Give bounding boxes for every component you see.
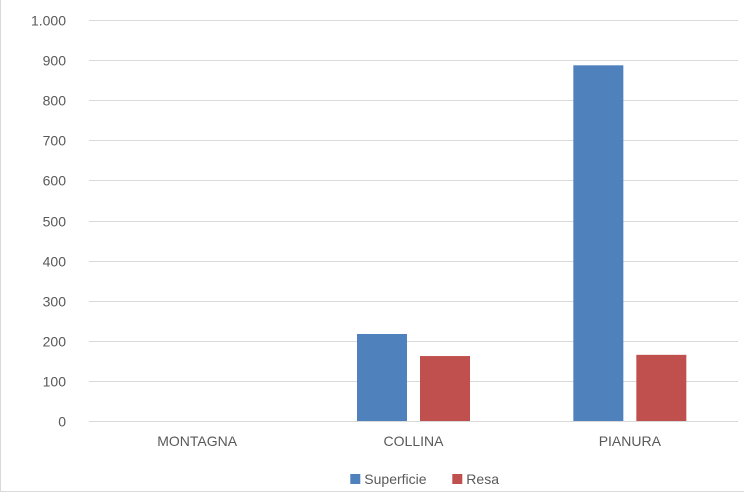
y-tick-label: 100 [43, 374, 67, 390]
y-tick-label: 200 [43, 334, 67, 350]
x-tick-label: MONTAGNA [157, 433, 238, 449]
y-tick-label: 300 [43, 294, 67, 310]
bar-resa-pianura [636, 354, 687, 421]
y-tick-label: 500 [43, 214, 67, 230]
bar-superficie-pianura [573, 65, 624, 422]
y-tick-label: 700 [43, 133, 67, 149]
x-tick-label: COLLINA [384, 433, 445, 449]
gridlines [89, 20, 738, 422]
x-tick-label: PIANURA [599, 433, 662, 449]
bar-superficie-collina [357, 333, 407, 421]
bar-resa-collina [420, 356, 470, 421]
bars [357, 65, 687, 422]
legend-swatch-superficie [350, 474, 361, 484]
y-tick-label: 0 [58, 414, 66, 430]
y-tick-label: 400 [43, 254, 67, 270]
y-tick-label: 800 [43, 93, 67, 109]
y-tick-label: 600 [43, 173, 67, 189]
y-axis-ticks: 0 100 200 300 400 500 600 700 800 900 1.000 [31, 13, 66, 430]
y-tick-label: 900 [43, 53, 67, 69]
legend-swatch-resa [452, 474, 463, 484]
legend-label-superficie: Superficie [364, 471, 426, 487]
y-tick-label: 1.000 [31, 13, 66, 29]
x-axis-labels: MONTAGNA COLLINA PIANURA [157, 433, 661, 449]
legend: Superficie Resa [350, 471, 499, 487]
legend-label-resa: Resa [466, 471, 499, 487]
